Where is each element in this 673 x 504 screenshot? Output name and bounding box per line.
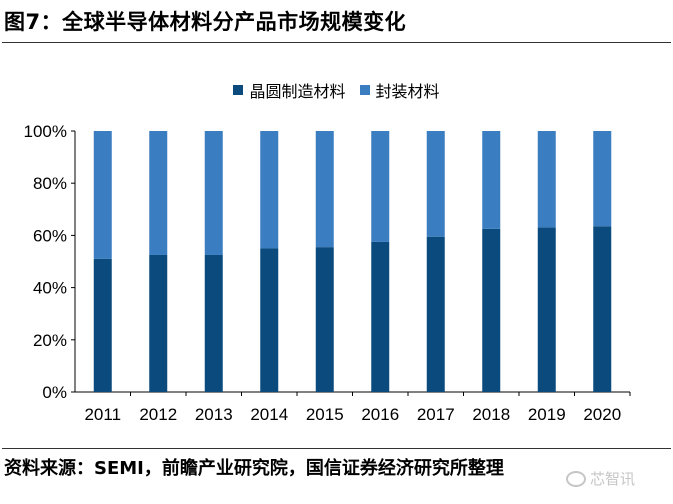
bar-packaging-2020	[593, 131, 612, 227]
bar-wafer-2013	[204, 254, 223, 392]
bar-packaging-2016	[371, 131, 390, 242]
x-tick-label: 2017	[417, 405, 455, 424]
bar-packaging-2019	[537, 131, 556, 228]
bar-wafer-2018	[482, 228, 501, 392]
bar-wafer-2014	[260, 248, 279, 392]
bar-wafer-2016	[371, 241, 390, 392]
chart-legend: 晶圆制造材料 封装材料	[0, 78, 673, 102]
bar-packaging-2013	[204, 131, 223, 255]
x-tick-label: 2011	[84, 405, 121, 424]
x-tick-label: 2020	[583, 405, 621, 424]
y-tick-label: 80%	[33, 174, 67, 193]
bar-packaging-2017	[426, 131, 445, 237]
stacked-bar-chart: 0% 20% 40% 60% 80% 100% 2011 2012 2013 2014 2015 20…	[24, 122, 631, 424]
x-tick-label: 2012	[139, 405, 177, 424]
y-tick-label: 60%	[33, 226, 67, 245]
bar-wafer-2019	[537, 227, 556, 392]
x-tick-label: 2014	[250, 405, 288, 424]
bar-packaging-2014	[260, 131, 279, 249]
watermark-text: 芯智讯	[590, 470, 636, 488]
bar-packaging-2012	[149, 131, 168, 255]
legend-swatch-packaging	[359, 85, 370, 95]
source-note: 资料来源：SEMI，前瞻产业研究院，国信证券经济研究所整理	[4, 458, 504, 479]
y-tick-label: 0%	[42, 383, 67, 402]
title-divider	[2, 42, 671, 43]
x-tick-label: 2018	[472, 405, 510, 424]
bar-packaging-2011	[93, 131, 112, 259]
x-tick-label: 2013	[195, 405, 233, 424]
bar-packaging-2018	[482, 131, 501, 229]
bar-packaging-2015	[315, 131, 334, 248]
bar-wafer-2015	[315, 247, 334, 392]
bar-wafer-2012	[149, 254, 168, 392]
chart-title: 图7：全球半导体材料分产品市场规模变化	[4, 10, 407, 34]
legend-label-wafer: 晶圆制造材料	[249, 82, 346, 101]
x-tick-label: 2015	[306, 405, 344, 424]
source-divider	[2, 448, 671, 449]
legend-label-packaging: 封装材料	[375, 82, 440, 101]
x-tick-label: 2016	[361, 405, 399, 424]
x-tick-label: 2019	[528, 405, 566, 424]
watermark: 芯智讯	[566, 468, 635, 489]
y-tick-label: 100%	[24, 122, 67, 141]
legend-item-wafer: 晶圆制造材料	[233, 78, 346, 102]
bar-wafer-2017	[426, 236, 445, 392]
legend-swatch-wafer	[233, 85, 244, 95]
y-tick-label: 20%	[33, 331, 67, 350]
wechat-icon	[566, 470, 586, 487]
bar-wafer-2020	[593, 226, 612, 392]
y-tick-label: 40%	[33, 279, 67, 298]
legend-item-packaging: 封装材料	[359, 78, 440, 102]
bar-wafer-2011	[93, 258, 112, 392]
